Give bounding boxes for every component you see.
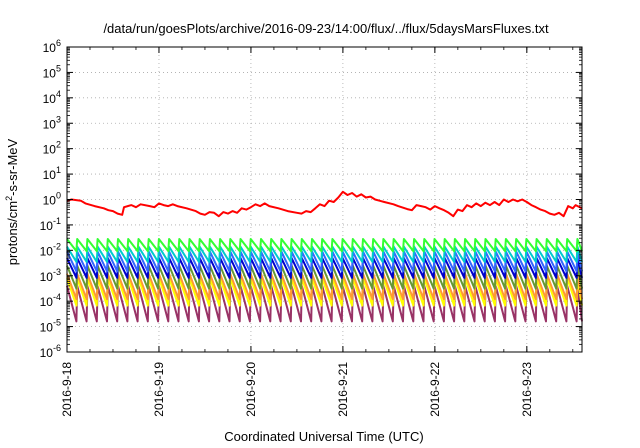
flux-series-line — [66, 257, 583, 279]
x-tick-label: 2016-9-18 — [60, 362, 74, 417]
x-tick-label: 2016-9-19 — [152, 362, 166, 417]
y-tick-base: 10 — [40, 295, 54, 309]
y-tick-exponent: 3 — [56, 114, 61, 124]
y-tick-exponent: 6 — [56, 38, 61, 48]
flux-series-line — [66, 250, 583, 273]
grid-lines — [67, 47, 582, 352]
y-tick-exponent: 5 — [56, 63, 61, 73]
y-label-superscript: 2 — [4, 196, 14, 201]
y-tick-label: 10-3 — [40, 267, 61, 284]
x-axis-label: Coordinated Universal Time (UTC) — [224, 429, 423, 444]
y-tick-base: 10 — [40, 270, 54, 284]
y-tick-label: 100 — [43, 191, 61, 208]
y-tick-exponent: 4 — [56, 89, 61, 99]
x-tick-label: 2016-9-21 — [336, 362, 350, 417]
data-series — [66, 190, 583, 323]
flux-series-line — [66, 238, 583, 253]
y-tick-exponent: -3 — [53, 267, 61, 277]
y-tick-exponent: 0 — [56, 191, 61, 201]
y-tick-label: 104 — [43, 89, 61, 106]
y-tick-exponent: 2 — [56, 140, 61, 150]
flux-series-line — [66, 284, 583, 323]
y-axis-label: protons/cm2-s-sr-MeV — [4, 138, 20, 265]
flux-series-line — [66, 245, 583, 263]
y-tick-base: 10 — [43, 194, 57, 208]
y-tick-exponent: -6 — [53, 343, 61, 353]
y-tick-exponent: 1 — [56, 165, 61, 175]
y-tick-exponent: -5 — [53, 318, 61, 328]
y-tick-exponent: -2 — [53, 241, 61, 251]
y-tick-base: 10 — [43, 143, 57, 157]
x-tick-label: 2016-9-22 — [428, 362, 442, 417]
y-tick-base: 10 — [40, 219, 54, 233]
x-tick-label: 2016-9-20 — [244, 362, 258, 417]
chart-title: /data/run/goesPlots/archive/2016-09-23/1… — [103, 21, 549, 36]
y-tick-base: 10 — [40, 244, 54, 258]
y-tick-base: 10 — [40, 346, 54, 360]
y-label-suffix: -s-sr-MeV — [5, 138, 20, 195]
x-tick-label: 2016-9-23 — [520, 362, 534, 417]
flux-series-line — [66, 264, 583, 290]
flux-series-line-red — [66, 190, 583, 218]
y-tick-label: 10-1 — [40, 216, 61, 233]
y-tick-label: 10-5 — [40, 318, 61, 335]
y-tick-label: 10-4 — [40, 292, 61, 309]
y-tick-base: 10 — [40, 321, 54, 335]
y-tick-base: 10 — [43, 168, 57, 182]
y-tick-label: 10-6 — [40, 343, 61, 360]
y-tick-label: 101 — [43, 165, 61, 182]
y-tick-exponent: -4 — [53, 292, 61, 302]
y-tick-base: 10 — [43, 41, 57, 55]
y-tick-label: 103 — [43, 114, 61, 131]
y-tick-base: 10 — [43, 92, 57, 106]
y-tick-base: 10 — [43, 117, 57, 131]
y-tick-label: 10-2 — [40, 241, 61, 258]
axes: 10-610-510-410-310-210-11001011021031041… — [40, 38, 582, 417]
y-tick-exponent: -1 — [53, 216, 61, 226]
y-tick-label: 102 — [43, 140, 61, 157]
y-label-main: protons/cm — [5, 201, 20, 265]
y-tick-base: 10 — [43, 66, 57, 80]
flux-series-line — [66, 277, 583, 307]
y-tick-label: 106 — [43, 38, 61, 55]
flux-series-line — [66, 272, 583, 301]
y-tick-label: 105 — [43, 63, 61, 80]
